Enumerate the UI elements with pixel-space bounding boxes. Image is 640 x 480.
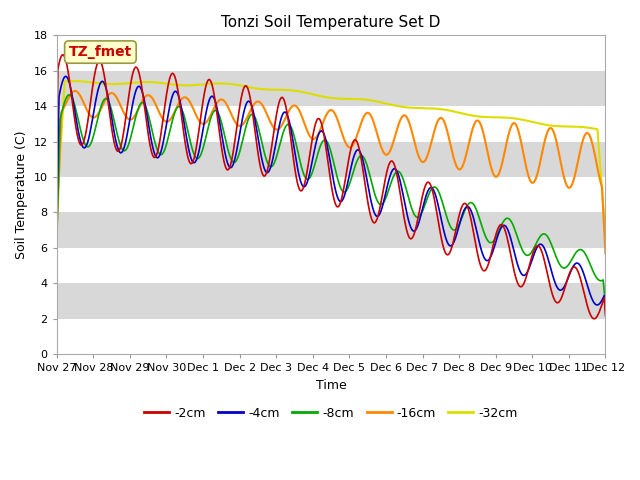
- Bar: [57, 36, 605, 71]
- -2cm: [602, 312, 609, 318]
- Y-axis label: Soil Temperature (C): Soil Temperature (C): [15, 131, 28, 259]
- -2cm: [285, 124, 293, 130]
- -4cm: [602, 306, 609, 312]
- Text: TZ_fmet: TZ_fmet: [68, 45, 132, 59]
- -4cm: [225, 163, 232, 168]
- -16cm: [387, 145, 395, 151]
- -32cm: [602, 232, 609, 238]
- Bar: [57, 248, 605, 283]
- -32cm: [387, 102, 395, 108]
- Line: -32cm: -32cm: [57, 81, 605, 235]
- -8cm: [65, 92, 73, 97]
- -2cm: [53, 164, 61, 169]
- -8cm: [225, 149, 232, 155]
- -2cm: [59, 52, 67, 58]
- Line: -16cm: -16cm: [57, 91, 605, 253]
- -16cm: [457, 166, 465, 171]
- -2cm: [361, 180, 369, 186]
- Bar: [57, 177, 605, 213]
- -32cm: [53, 206, 61, 212]
- -2cm: [590, 316, 598, 322]
- -16cm: [552, 138, 560, 144]
- -8cm: [361, 156, 369, 162]
- -32cm: [457, 110, 465, 116]
- -16cm: [71, 88, 79, 94]
- X-axis label: Time: Time: [316, 379, 346, 392]
- -8cm: [53, 238, 61, 243]
- Legend: -2cm, -4cm, -8cm, -16cm, -32cm: -2cm, -4cm, -8cm, -16cm, -32cm: [140, 402, 523, 425]
- -4cm: [457, 216, 465, 222]
- -16cm: [285, 108, 293, 113]
- -32cm: [552, 123, 560, 129]
- -4cm: [387, 170, 395, 176]
- Title: Tonzi Soil Temperature Set D: Tonzi Soil Temperature Set D: [221, 15, 441, 30]
- -16cm: [602, 251, 609, 256]
- Line: -2cm: -2cm: [57, 55, 605, 319]
- -2cm: [457, 206, 465, 212]
- Bar: [57, 319, 605, 354]
- Bar: [57, 106, 605, 142]
- -16cm: [361, 112, 369, 118]
- -8cm: [552, 254, 560, 260]
- -4cm: [53, 226, 61, 231]
- -2cm: [225, 167, 232, 172]
- -32cm: [70, 78, 77, 84]
- Line: -8cm: -8cm: [57, 95, 605, 304]
- -4cm: [285, 119, 293, 124]
- Line: -4cm: -4cm: [57, 76, 605, 309]
- -4cm: [552, 283, 560, 288]
- -2cm: [552, 300, 560, 305]
- -8cm: [602, 301, 609, 307]
- -4cm: [361, 166, 369, 172]
- -2cm: [387, 158, 395, 164]
- -8cm: [457, 217, 465, 223]
- -32cm: [285, 87, 293, 93]
- -16cm: [53, 232, 61, 238]
- -32cm: [361, 97, 369, 103]
- -8cm: [285, 122, 293, 128]
- -32cm: [225, 81, 232, 87]
- -8cm: [387, 180, 395, 185]
- -16cm: [225, 105, 232, 111]
- -4cm: [62, 73, 70, 79]
